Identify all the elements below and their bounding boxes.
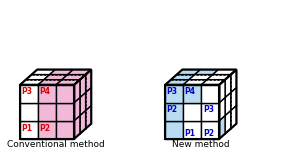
Text: P1: P1	[184, 129, 195, 138]
Text: P2: P2	[166, 105, 177, 114]
Polygon shape	[68, 70, 91, 75]
Polygon shape	[62, 75, 86, 80]
Polygon shape	[219, 98, 225, 121]
Text: P1: P1	[21, 124, 32, 132]
Polygon shape	[171, 75, 195, 80]
Polygon shape	[183, 121, 201, 139]
Polygon shape	[56, 85, 74, 103]
Text: P3: P3	[166, 88, 177, 96]
Text: P4: P4	[39, 88, 50, 96]
Polygon shape	[44, 75, 68, 80]
Polygon shape	[85, 106, 91, 129]
Polygon shape	[201, 85, 219, 103]
Polygon shape	[20, 103, 38, 121]
Polygon shape	[56, 80, 80, 85]
Text: P2: P2	[39, 124, 50, 132]
Polygon shape	[219, 80, 225, 103]
Polygon shape	[20, 80, 44, 85]
Polygon shape	[50, 70, 73, 75]
Polygon shape	[213, 70, 236, 75]
Polygon shape	[195, 70, 218, 75]
Polygon shape	[74, 98, 80, 121]
Polygon shape	[80, 111, 86, 134]
Polygon shape	[189, 75, 213, 80]
Polygon shape	[80, 75, 86, 98]
Polygon shape	[74, 80, 80, 103]
Polygon shape	[231, 88, 236, 111]
Polygon shape	[207, 75, 231, 80]
Polygon shape	[38, 80, 62, 85]
Polygon shape	[165, 85, 183, 103]
Text: P3: P3	[21, 88, 32, 96]
Polygon shape	[201, 80, 225, 85]
Polygon shape	[56, 121, 74, 139]
Polygon shape	[231, 70, 236, 93]
Text: New method: New method	[172, 140, 230, 149]
Text: Conventional method: Conventional method	[7, 140, 105, 149]
Polygon shape	[225, 93, 231, 116]
Text: P3: P3	[203, 105, 214, 114]
Polygon shape	[80, 93, 86, 116]
Polygon shape	[74, 116, 80, 139]
Polygon shape	[20, 121, 38, 139]
Polygon shape	[165, 121, 183, 139]
Polygon shape	[183, 103, 201, 121]
Text: P4: P4	[184, 88, 195, 96]
Polygon shape	[183, 85, 201, 103]
Polygon shape	[20, 85, 38, 103]
Text: P2: P2	[203, 129, 214, 138]
Polygon shape	[56, 103, 74, 121]
Polygon shape	[85, 88, 91, 111]
Polygon shape	[38, 121, 56, 139]
Polygon shape	[165, 103, 183, 121]
Polygon shape	[26, 75, 50, 80]
Polygon shape	[231, 106, 236, 129]
Polygon shape	[183, 80, 207, 85]
Polygon shape	[201, 121, 219, 139]
Polygon shape	[38, 85, 56, 103]
Polygon shape	[38, 103, 56, 121]
Polygon shape	[225, 75, 231, 98]
Polygon shape	[85, 70, 91, 93]
Polygon shape	[165, 80, 189, 85]
Polygon shape	[177, 70, 200, 75]
Polygon shape	[201, 103, 219, 121]
Polygon shape	[32, 70, 55, 75]
Polygon shape	[225, 111, 231, 134]
Polygon shape	[219, 116, 225, 139]
